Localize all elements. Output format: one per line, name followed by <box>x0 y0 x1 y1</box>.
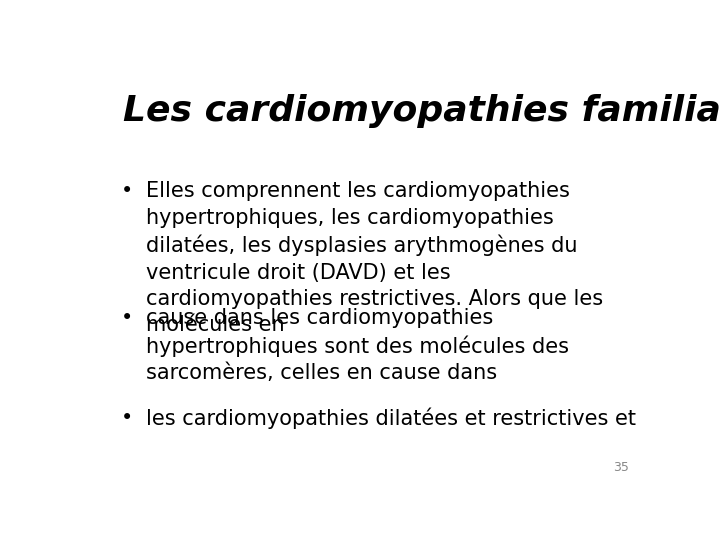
Text: •: • <box>121 181 133 201</box>
Text: •: • <box>121 308 133 328</box>
Text: Les cardiomyopathies familiales: Les cardiomyopathies familiales <box>124 94 720 128</box>
Text: les cardiomyopathies dilatées et restrictives et: les cardiomyopathies dilatées et restric… <box>145 408 636 429</box>
Text: •: • <box>121 408 133 428</box>
Text: 35: 35 <box>613 461 629 474</box>
Text: Elles comprennent les cardiomyopathies
hypertrophiques, les cardiomyopathies
dil: Elles comprennent les cardiomyopathies h… <box>145 181 603 335</box>
Text: cause dans les cardiomyopathies
hypertrophiques sont des molécules des
sarcomère: cause dans les cardiomyopathies hypertro… <box>145 308 569 383</box>
